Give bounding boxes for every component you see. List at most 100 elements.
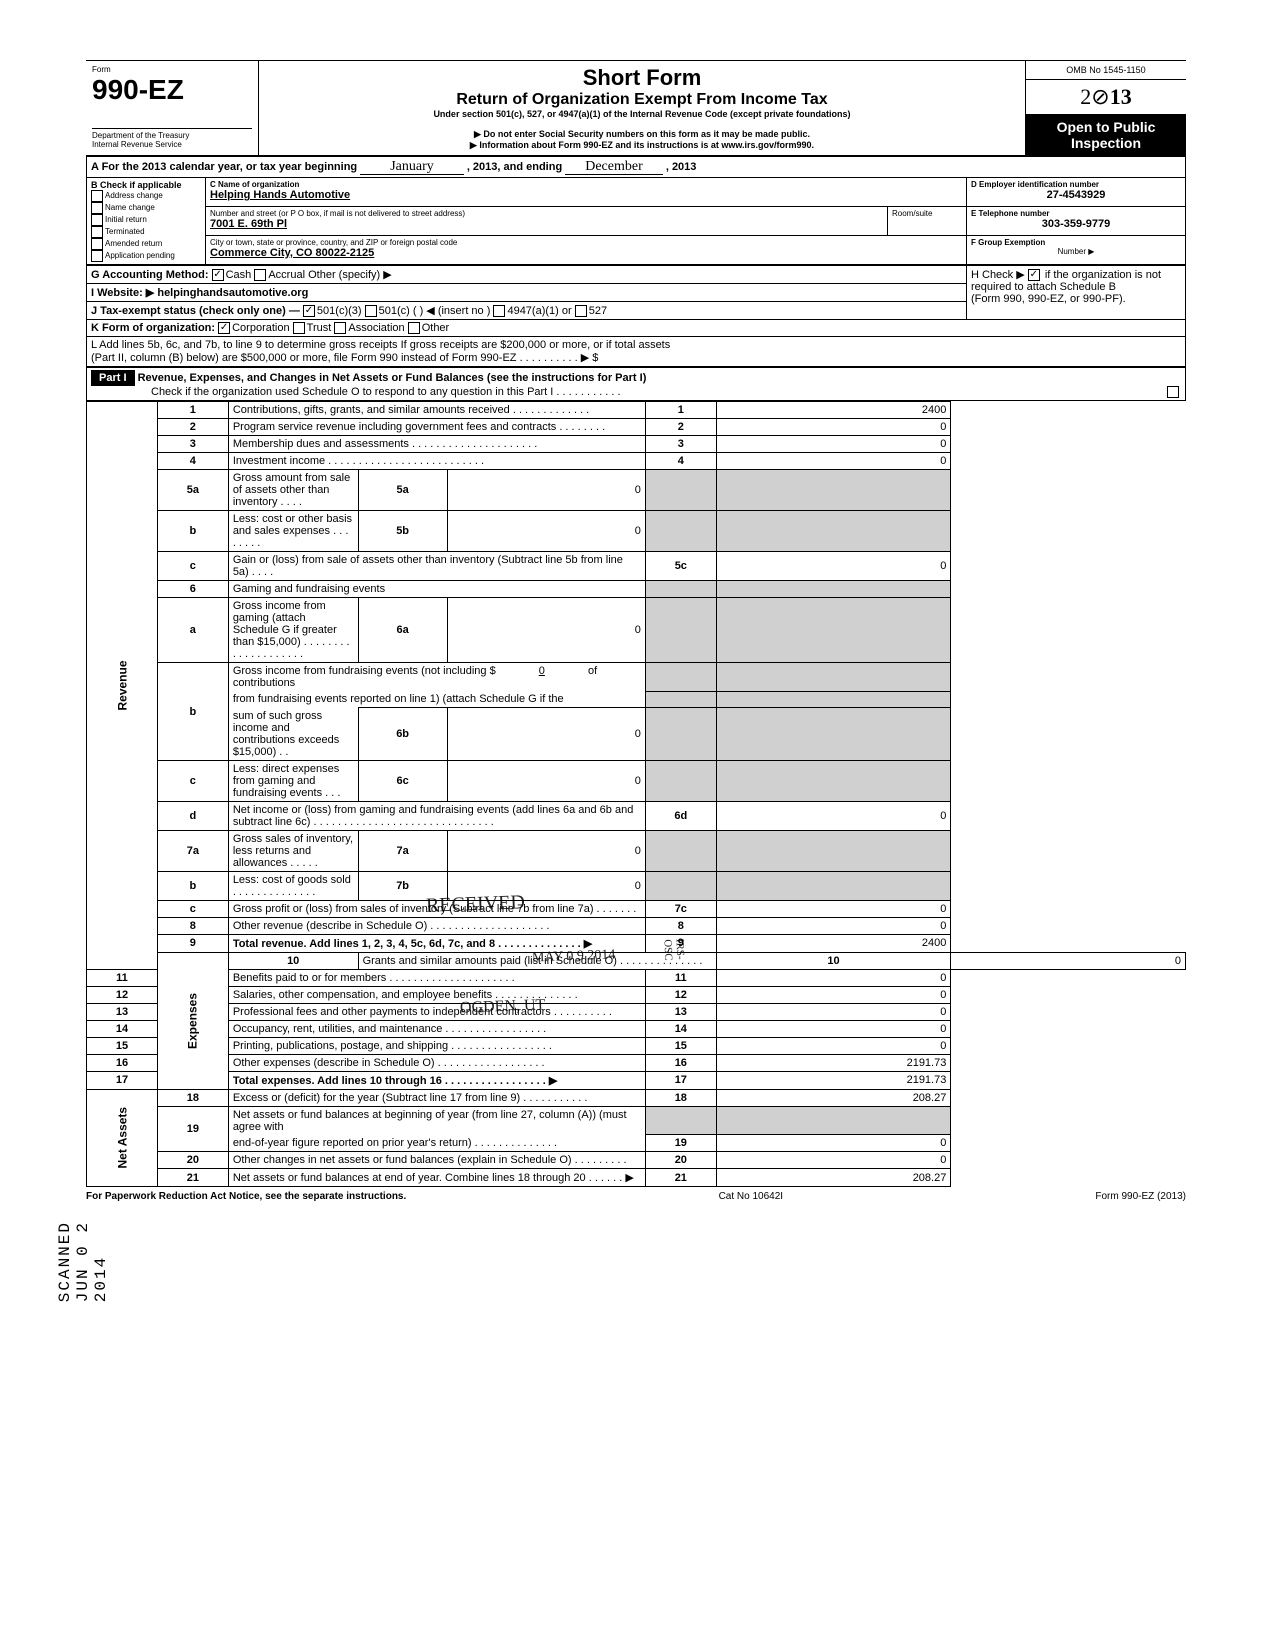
- form-arrow2: ▶ Information about Form 990-EZ and its …: [263, 140, 1021, 151]
- section-a-label: A For the 2013 calendar year, or tax yea…: [91, 161, 357, 173]
- initial-return-checkbox[interactable]: [91, 214, 103, 226]
- form-subtitle: Return of Organization Exempt From Incom…: [263, 91, 1021, 109]
- page-footer: For Paperwork Reduction Act Notice, see …: [86, 1187, 1186, 1206]
- l13-n: 13: [87, 1003, 158, 1020]
- l14-t: Occupancy, rent, utilities, and maintena…: [228, 1020, 645, 1037]
- org-name: Helping Hands Automotive: [210, 189, 962, 201]
- l18-v: 208.27: [716, 1089, 951, 1106]
- website-value: helpinghandsautomotive.org: [157, 287, 308, 299]
- ein-value: 27-4543929: [971, 189, 1181, 201]
- 501c-checkbox[interactable]: [365, 305, 377, 317]
- section-g-label: G Accounting Method:: [91, 269, 209, 281]
- opt-initial: Initial return: [105, 215, 147, 224]
- section-d-label: D Employer identification number: [971, 180, 1181, 189]
- section-k-label: K Form of organization:: [91, 322, 215, 334]
- l16-b: 16: [645, 1054, 716, 1071]
- l19-v: 0: [716, 1135, 951, 1152]
- l7c-txt: Gross profit or (loss) from sales of inv…: [233, 903, 636, 915]
- l6b-t1: Gross income from fundraising events (no…: [233, 665, 496, 677]
- cash-checkbox[interactable]: ✓: [212, 269, 224, 281]
- corp-checkbox[interactable]: ✓: [218, 322, 230, 334]
- l5c-t: Gain or (loss) from sale of assets other…: [228, 552, 645, 581]
- l12-b: 12: [645, 986, 716, 1003]
- open-public: Open to PublicInspection: [1026, 115, 1186, 155]
- l5c-n: c: [157, 552, 228, 581]
- l2-b: 2: [645, 419, 716, 436]
- l7a-t: Gross sales of inventory, less returns a…: [228, 830, 358, 871]
- tax-year-end-month: December: [565, 159, 663, 175]
- l7c-t: Gross profit or (loss) from sales of inv…: [228, 900, 645, 917]
- l3-t: Membership dues and assessments . . . . …: [228, 436, 645, 453]
- footer-left: For Paperwork Reduction Act Notice, see …: [86, 1191, 406, 1202]
- 501c3-checkbox[interactable]: ✓: [303, 305, 315, 317]
- l1-n: 1: [157, 402, 228, 419]
- l5b-mv: 0: [447, 511, 645, 552]
- 4947-checkbox[interactable]: [493, 305, 505, 317]
- l17-b: 17: [645, 1071, 716, 1089]
- l8-t: Other revenue (describe in Schedule O) .…: [228, 917, 645, 934]
- l6b-mv: 0: [447, 708, 645, 761]
- amended-checkbox[interactable]: [91, 238, 103, 250]
- l5a-mv: 0: [447, 470, 645, 511]
- l6b-t3: sum of such gross income and contributio…: [228, 708, 358, 761]
- l7b-n: b: [157, 871, 228, 900]
- l15-b: 15: [645, 1037, 716, 1054]
- sched-b-checkbox[interactable]: ✓: [1028, 269, 1040, 281]
- l6d-t: Net income or (loss) from gaming and fun…: [228, 801, 645, 830]
- assoc-checkbox[interactable]: [334, 322, 346, 334]
- l6d-b: 6d: [645, 801, 716, 830]
- l7b-mv: 0: [447, 871, 645, 900]
- j-e: 527: [589, 305, 607, 317]
- 527-checkbox[interactable]: [575, 305, 587, 317]
- l9-b: 9: [645, 934, 716, 952]
- section-e-label: E Telephone number: [971, 209, 1181, 218]
- trust-checkbox[interactable]: [293, 322, 305, 334]
- opt-amend: Amended return: [105, 239, 162, 248]
- l4-b: 4: [645, 453, 716, 470]
- l21-v: 208.27: [716, 1169, 951, 1187]
- k-c: Association: [348, 322, 404, 334]
- l12-v: 0: [716, 986, 951, 1003]
- l7a-mb: 7a: [358, 830, 447, 871]
- l6b-mb: 6b: [358, 708, 447, 761]
- addr-change-checkbox[interactable]: [91, 190, 103, 202]
- l11-v: 0: [716, 969, 951, 986]
- l19-b: 19: [645, 1135, 716, 1152]
- l20-n: 20: [157, 1152, 228, 1169]
- l20-t: Other changes in net assets or fund bala…: [228, 1152, 645, 1169]
- irs-label: Internal Revenue Service: [92, 140, 252, 149]
- short-form-title: Short Form: [263, 65, 1021, 91]
- street-value: 7001 E. 69th Pl: [210, 218, 883, 230]
- l17-n: 17: [87, 1071, 158, 1089]
- tax-year: 2⊘13: [1026, 80, 1186, 115]
- k-b: Trust: [307, 322, 332, 334]
- l21-n: 21: [157, 1169, 228, 1187]
- name-change-checkbox[interactable]: [91, 202, 103, 214]
- accrual-label: Accrual: [268, 269, 305, 281]
- part1-title: Revenue, Expenses, and Changes in Net As…: [138, 372, 647, 384]
- l8-n: 8: [157, 917, 228, 934]
- l4-t: Investment income . . . . . . . . . . . …: [228, 453, 645, 470]
- form-arrow1: ▶ Do not enter Social Security numbers o…: [263, 129, 1021, 140]
- terminated-checkbox[interactable]: [91, 226, 103, 238]
- other-org-checkbox[interactable]: [408, 322, 420, 334]
- l4-v: 0: [716, 453, 951, 470]
- l1-v: 2400: [716, 402, 951, 419]
- accrual-checkbox[interactable]: [254, 269, 266, 281]
- l6b-t2: from fundraising events reported on line…: [228, 691, 645, 708]
- section-a-mid: , 2013, and ending: [467, 161, 562, 173]
- l7a-mv: 0: [447, 830, 645, 871]
- section-b-label: B Check if applicable: [91, 180, 201, 190]
- part1-checkbox[interactable]: [1167, 386, 1179, 398]
- tax-year-end-year: , 2013: [666, 161, 697, 173]
- j-d: 4947(a)(1) or: [507, 305, 571, 317]
- l9-t: Total revenue. Add lines 1, 2, 3, 4, 5c,…: [233, 938, 592, 950]
- l10-n: 10: [228, 952, 358, 969]
- netassets-side-label: Net Assets: [87, 1089, 158, 1187]
- room-label: Room/suite: [892, 209, 962, 218]
- l6-t: Gaming and fundraising events: [228, 581, 645, 598]
- opt-pend: Application pending: [105, 251, 175, 260]
- app-pending-checkbox[interactable]: [91, 250, 103, 262]
- l21-t: Net assets or fund balances at end of ye…: [228, 1169, 645, 1187]
- l5b-mb: 5b: [358, 511, 447, 552]
